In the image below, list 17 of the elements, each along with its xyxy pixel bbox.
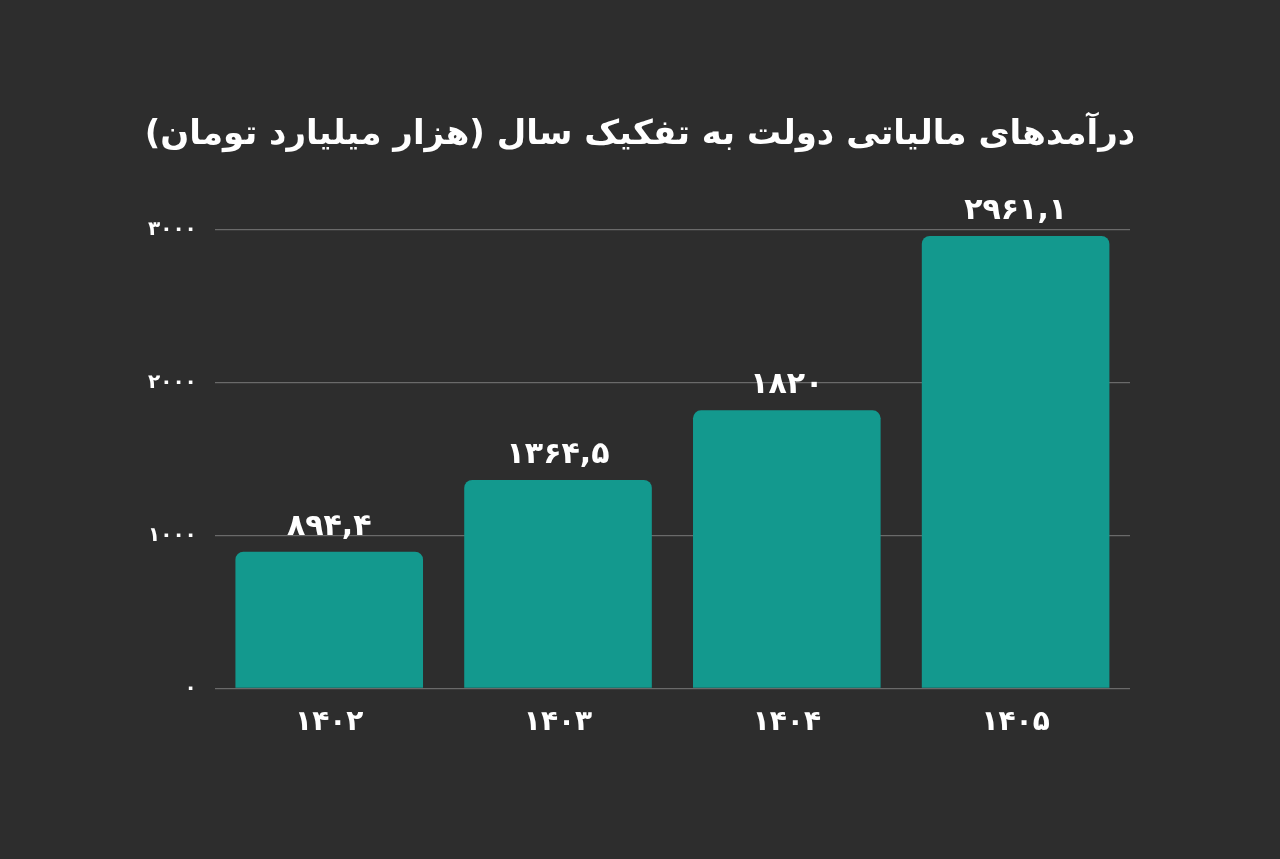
bar bbox=[235, 551, 424, 688]
y-tick-label: ۳۰۰۰ bbox=[148, 216, 197, 241]
bar bbox=[693, 410, 881, 688]
bar bbox=[921, 235, 1110, 688]
bar bbox=[464, 479, 652, 688]
data-label: ۱۸۲۰ bbox=[750, 365, 824, 401]
x-tick-label: ۱۴۰۳ bbox=[523, 704, 593, 738]
y-tick-label: ۲۰۰۰ bbox=[148, 369, 197, 393]
y-tick-label: ۰ bbox=[184, 674, 197, 699]
chart-title: درآمدهای مالیاتی دولت به تفکیک سال (هزار میلیارد تومان) bbox=[143, 112, 1137, 152]
data-label: ۱۳۶۴,۵ bbox=[506, 434, 610, 470]
x-tick-label: ۱۴۰۲ bbox=[295, 704, 364, 738]
y-tick-label: ۱۰۰۰ bbox=[148, 521, 197, 546]
data-label: ۲۹۶۱,۱ bbox=[964, 190, 1068, 226]
x-tick-label: ۱۴۰۵ bbox=[981, 704, 1050, 738]
x-tick-label: ۱۴۰۴ bbox=[752, 704, 821, 738]
data-label: ۸۹۴,۴ bbox=[286, 506, 372, 542]
